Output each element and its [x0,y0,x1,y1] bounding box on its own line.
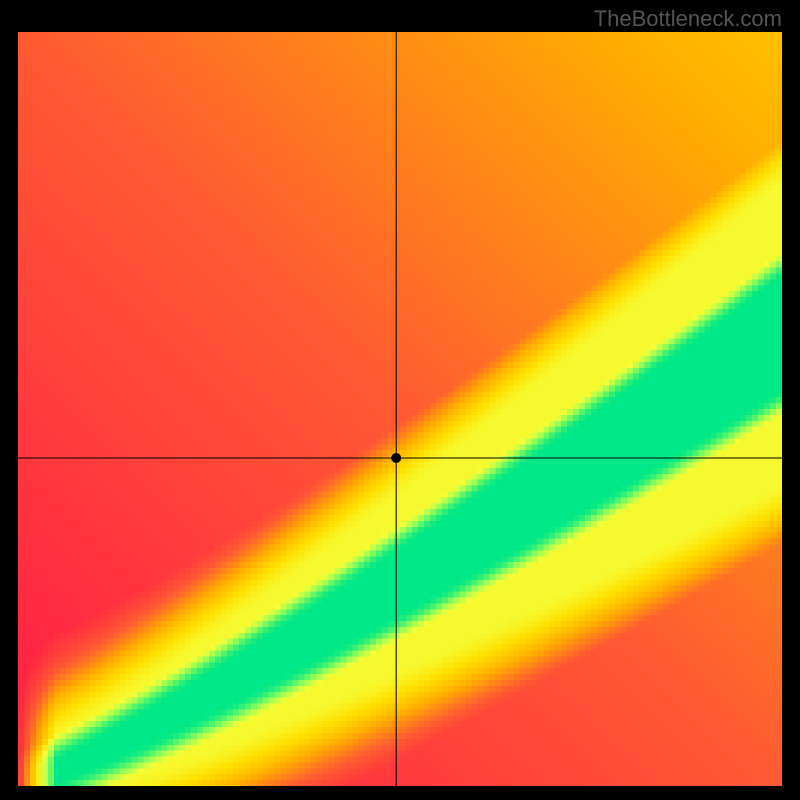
heatmap-canvas [18,32,782,786]
chart-stage: TheBottleneck.com [0,0,800,800]
watermark-text: TheBottleneck.com [594,6,782,32]
